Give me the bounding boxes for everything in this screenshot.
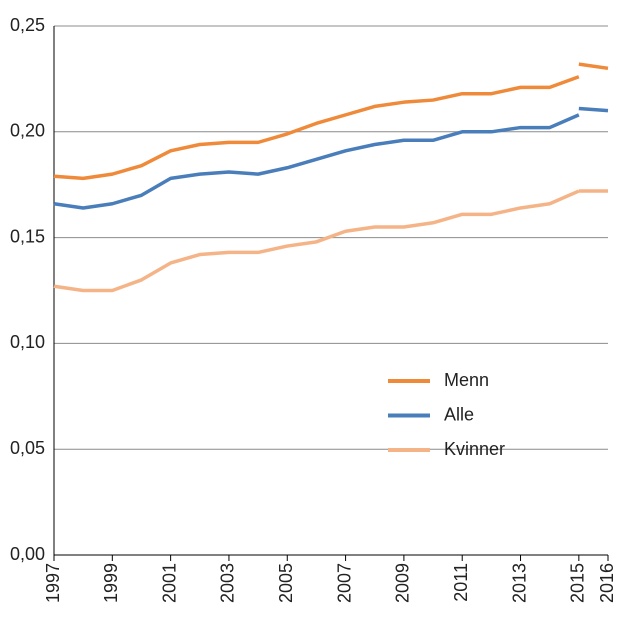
y-tick-label: 0,15	[10, 226, 45, 246]
x-tick-label: 2007	[334, 563, 354, 603]
x-tick-label: 2009	[393, 563, 413, 603]
x-tick-label: 1997	[43, 563, 63, 603]
series-line	[53, 62, 609, 181]
x-tick-label: 2001	[159, 563, 179, 603]
y-tick-label: 0,25	[10, 15, 45, 35]
series-line	[53, 189, 608, 293]
x-tick-label: 1999	[101, 563, 121, 603]
legend-label: Menn	[444, 370, 489, 390]
x-tick-label: 2013	[509, 563, 529, 603]
x-tick-label: 2005	[276, 563, 296, 603]
legend-label: Alle	[444, 404, 474, 424]
y-tick-label: 0,20	[10, 121, 45, 141]
series-line	[53, 106, 609, 210]
x-tick-label: 2011	[451, 563, 471, 602]
y-tick-label: 0,00	[10, 544, 45, 564]
y-tick-label: 0,05	[10, 438, 45, 458]
legend-label: Kvinner	[444, 439, 505, 459]
x-tick-label: 2016	[597, 563, 617, 603]
x-tick-label: 2003	[218, 563, 238, 603]
y-tick-label: 0,10	[10, 332, 45, 352]
x-tick-label: 2015	[568, 563, 588, 603]
